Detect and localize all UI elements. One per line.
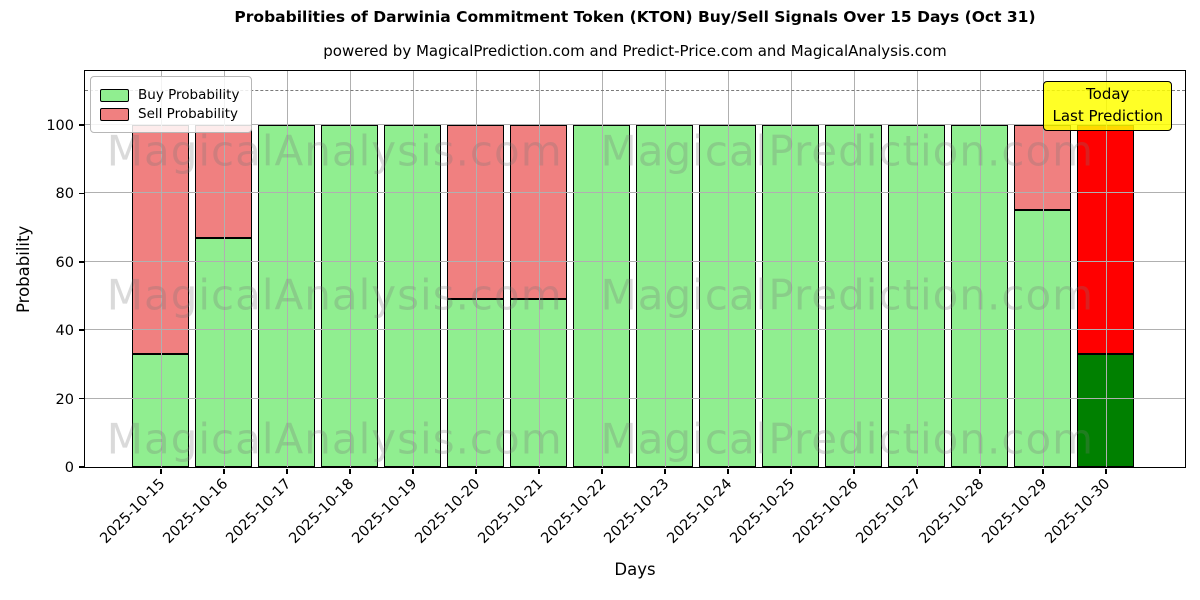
gridline-vertical <box>979 71 981 467</box>
sell-segment <box>1014 124 1072 211</box>
gridline-horizontal <box>85 329 1185 331</box>
buy-segment <box>258 124 316 467</box>
gridline-vertical <box>286 71 288 467</box>
x-axis-tick <box>853 468 855 474</box>
x-axis-tick <box>286 468 288 474</box>
bar-2025-10-23 <box>636 124 694 467</box>
buy-segment <box>132 354 190 467</box>
buy-segment <box>636 124 694 467</box>
buy-segment <box>762 124 820 467</box>
gridline-vertical <box>475 71 477 467</box>
bar-2025-10-20 <box>447 124 505 467</box>
sell-swatch-icon <box>100 107 129 121</box>
x-axis-tick <box>601 468 603 474</box>
buy-segment <box>510 299 568 467</box>
gridline-vertical <box>664 71 666 467</box>
buy-segment <box>1077 354 1135 467</box>
bar-2025-10-16 <box>195 124 253 467</box>
y-tick-label: 20 <box>55 391 74 408</box>
sell-segment <box>1077 124 1135 355</box>
buy-segment <box>1014 210 1072 467</box>
gridline-vertical <box>538 71 540 467</box>
bar-2025-10-24 <box>699 124 757 467</box>
buy-segment <box>321 124 379 467</box>
legend-label-sell: Sell Probability <box>138 106 239 122</box>
bar-2025-10-22 <box>573 124 631 467</box>
y-tick-label: 80 <box>55 186 74 203</box>
x-axis-tick <box>979 468 981 474</box>
buy-segment <box>447 299 505 467</box>
bar-2025-10-30 <box>1077 124 1135 467</box>
gridline-horizontal <box>85 192 1185 194</box>
y-axis-tick <box>79 192 84 195</box>
sell-segment <box>132 124 190 355</box>
gridline-vertical <box>916 71 918 467</box>
x-axis-tick <box>475 468 477 474</box>
bar-2025-10-18 <box>321 124 379 467</box>
bar-2025-10-29 <box>1014 124 1072 467</box>
gridline-vertical <box>790 71 792 467</box>
x-axis-tick <box>223 468 225 474</box>
y-axis-tick <box>79 466 84 468</box>
gridline-vertical <box>1105 71 1107 467</box>
bar-2025-10-21 <box>510 124 568 467</box>
buy-swatch-icon <box>100 88 129 102</box>
gridline-horizontal <box>85 260 1185 262</box>
bar-2025-10-27 <box>888 124 946 467</box>
y-axis-tick <box>79 329 84 331</box>
x-axis-tick <box>1105 468 1107 474</box>
legend-label-buy: Buy Probability <box>138 87 240 103</box>
bar-2025-10-15 <box>132 124 190 467</box>
today-annotation-line2: Last Prediction <box>1052 106 1163 125</box>
chart-subtitle: powered by MagicalPrediction.com and Pre… <box>323 42 947 60</box>
today-annotation-line1: Today <box>1086 85 1130 103</box>
gridline-vertical <box>853 71 855 467</box>
sell-segment <box>510 124 568 300</box>
x-axis-tick <box>916 468 918 474</box>
gridline-vertical <box>160 71 162 467</box>
gridline-vertical <box>223 71 225 467</box>
y-tick-label: 100 <box>46 117 74 134</box>
chart-title: Probabilities of Darwinia Commitment Tok… <box>234 8 1036 26</box>
gridline-horizontal <box>85 123 1185 125</box>
legend-item-sell: Sell Probability <box>100 106 239 122</box>
y-tick-label: 0 <box>64 460 74 476</box>
gridline-vertical <box>349 71 351 467</box>
gridline-vertical <box>727 71 729 467</box>
y-axis-tick <box>79 124 84 126</box>
today-annotation: Today Last Prediction <box>1043 81 1172 131</box>
gridline-vertical <box>1042 71 1044 467</box>
legend-item-buy: Buy Probability <box>100 87 239 103</box>
bar-2025-10-17 <box>258 124 316 467</box>
buy-segment <box>699 124 757 467</box>
plot-area: Buy Probability Sell Probability Today L… <box>46 70 1186 547</box>
y-axis-tick <box>79 397 84 400</box>
gridline-vertical <box>601 71 603 467</box>
x-axis-label: Days <box>614 560 656 579</box>
buy-segment <box>573 124 631 467</box>
x-axis-tick <box>538 468 540 474</box>
buy-segment <box>888 124 946 467</box>
dashed-threshold-line <box>85 89 1185 91</box>
x-axis-tick <box>1042 468 1044 474</box>
x-axis-tick <box>160 468 162 474</box>
x-axis-tick <box>412 468 414 474</box>
x-axis-tick <box>664 468 666 474</box>
x-axis-tick <box>727 468 729 474</box>
x-axis-tick <box>790 468 792 474</box>
sell-segment <box>447 124 505 300</box>
x-axis-tick <box>349 468 351 474</box>
gridline-horizontal <box>85 397 1185 399</box>
bar-2025-10-25 <box>762 124 820 467</box>
buy-segment <box>951 124 1009 467</box>
y-tick-label: 60 <box>55 254 74 271</box>
gridline-vertical <box>412 71 414 467</box>
legend: Buy Probability Sell Probability <box>90 76 253 133</box>
y-axis-tick <box>79 260 84 263</box>
y-tick-label: 40 <box>55 323 74 340</box>
buy-segment <box>195 237 253 467</box>
bar-2025-10-28 <box>951 124 1009 467</box>
